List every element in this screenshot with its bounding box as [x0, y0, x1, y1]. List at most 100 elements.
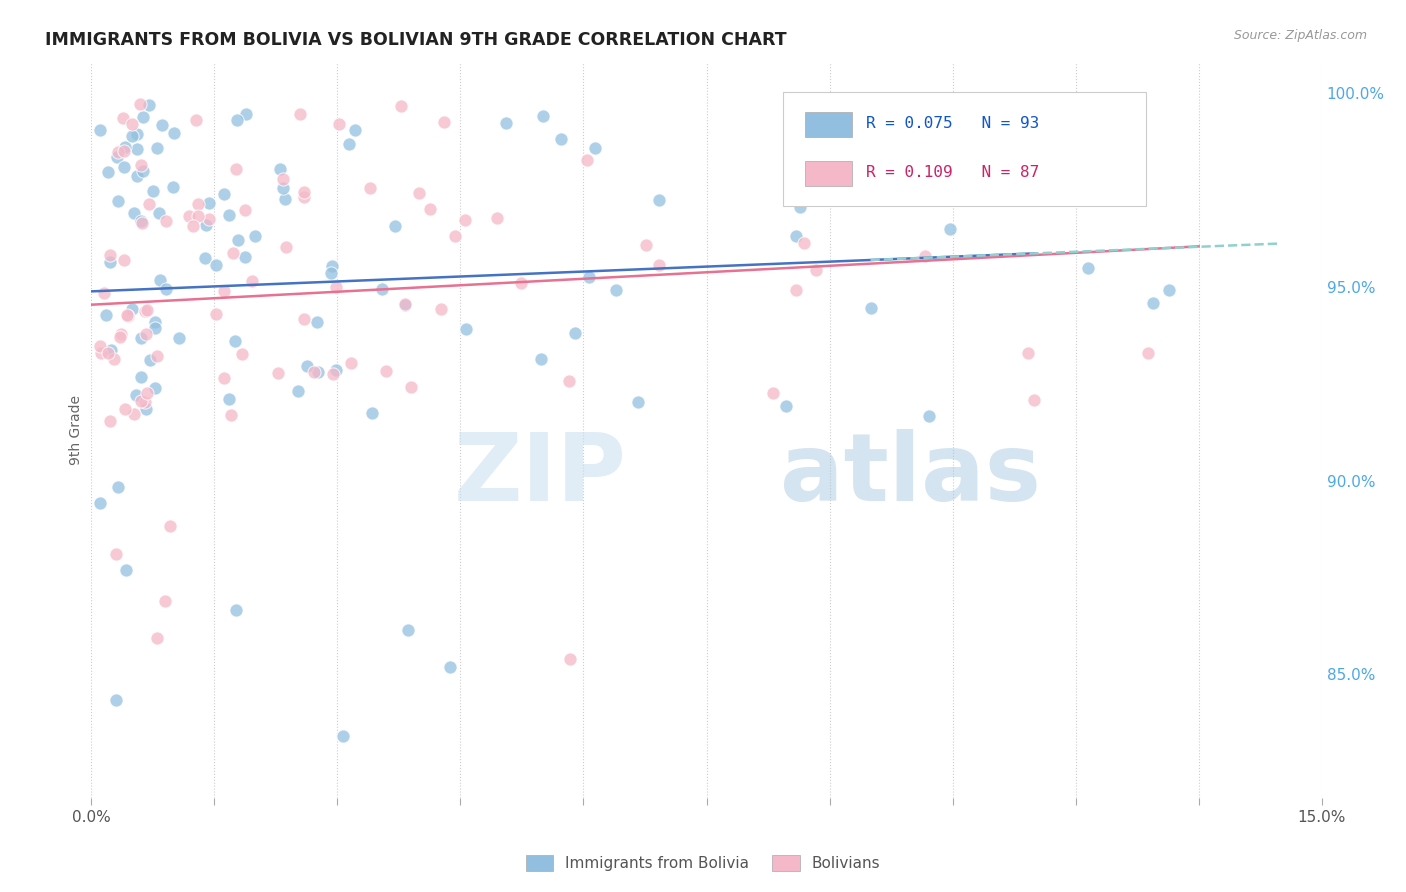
- Point: [375, 364, 398, 378]
- Point: [134, 395, 156, 409]
- Point: [112, 160, 135, 174]
- Point: [131, 216, 153, 230]
- Text: Source: ZipAtlas.com: Source: ZipAtlas.com: [1233, 29, 1367, 42]
- Point: [167, 331, 190, 345]
- Point: [231, 347, 253, 361]
- Point: [117, 310, 139, 324]
- Point: [155, 282, 177, 296]
- Point: [114, 140, 136, 154]
- Point: [100, 248, 122, 262]
- Point: [325, 279, 347, 293]
- Point: [105, 547, 127, 561]
- Point: [195, 218, 218, 232]
- Point: [495, 116, 517, 130]
- Point: [332, 729, 354, 743]
- Point: [129, 369, 152, 384]
- FancyBboxPatch shape: [783, 92, 1146, 206]
- Point: [240, 274, 263, 288]
- Point: [115, 563, 138, 577]
- Point: [304, 365, 326, 379]
- Legend: Immigrants from Bolivia, Bolivians: Immigrants from Bolivia, Bolivians: [519, 849, 887, 877]
- Point: [142, 184, 165, 198]
- Point: [1159, 283, 1181, 297]
- Point: [218, 208, 240, 222]
- Point: [112, 252, 135, 267]
- Point: [627, 395, 650, 409]
- Point: [135, 303, 157, 318]
- Point: [105, 693, 127, 707]
- Point: [384, 219, 406, 234]
- Text: ZIP: ZIP: [454, 428, 627, 521]
- Point: [146, 141, 169, 155]
- Point: [155, 214, 177, 228]
- Point: [112, 112, 135, 126]
- Point: [127, 142, 149, 156]
- Point: [150, 118, 173, 132]
- Point: [107, 145, 129, 160]
- Point: [148, 206, 170, 220]
- Point: [121, 116, 143, 130]
- Point: [550, 132, 572, 146]
- Point: [806, 263, 828, 277]
- Text: atlas: atlas: [780, 428, 1042, 521]
- Point: [918, 409, 941, 423]
- Point: [107, 194, 129, 208]
- Point: [149, 273, 172, 287]
- Point: [135, 401, 157, 416]
- Point: [307, 366, 329, 380]
- Point: [636, 237, 658, 252]
- Point: [97, 165, 120, 179]
- Point: [129, 96, 152, 111]
- Point: [939, 221, 962, 235]
- Point: [322, 367, 344, 381]
- Point: [533, 109, 555, 123]
- Point: [325, 362, 347, 376]
- Point: [419, 202, 441, 216]
- Point: [127, 127, 149, 141]
- Point: [233, 250, 256, 264]
- Point: [129, 158, 152, 172]
- Point: [226, 233, 249, 247]
- Point: [98, 255, 121, 269]
- Point: [143, 315, 166, 329]
- Point: [1024, 392, 1046, 407]
- Text: R = 0.075   N = 93: R = 0.075 N = 93: [866, 116, 1039, 131]
- Point: [762, 386, 785, 401]
- Point: [121, 128, 143, 143]
- Point: [576, 153, 599, 168]
- Point: [138, 97, 160, 112]
- Point: [181, 219, 204, 234]
- Point: [212, 371, 235, 385]
- Point: [187, 197, 209, 211]
- Point: [267, 366, 290, 380]
- Point: [125, 388, 148, 402]
- Point: [129, 214, 152, 228]
- Point: [129, 393, 152, 408]
- Point: [131, 110, 153, 124]
- Point: [89, 496, 111, 510]
- Point: [112, 144, 135, 158]
- Point: [1142, 295, 1164, 310]
- Point: [328, 117, 350, 131]
- Point: [108, 330, 131, 344]
- Point: [321, 260, 343, 274]
- Point: [198, 196, 221, 211]
- Point: [204, 258, 226, 272]
- Point: [389, 98, 412, 112]
- Point: [785, 229, 807, 244]
- Point: [558, 374, 581, 388]
- Point: [127, 169, 149, 183]
- Point: [394, 298, 416, 312]
- Point: [225, 603, 247, 617]
- Text: IMMIGRANTS FROM BOLIVIA VS BOLIVIAN 9TH GRADE CORRELATION CHART: IMMIGRANTS FROM BOLIVIA VS BOLIVIAN 9TH …: [45, 31, 786, 49]
- Point: [135, 326, 157, 341]
- Point: [184, 113, 207, 128]
- Point: [243, 228, 266, 243]
- Point: [430, 301, 453, 316]
- Point: [89, 123, 111, 137]
- Point: [605, 284, 627, 298]
- Point: [198, 212, 221, 227]
- Point: [194, 251, 217, 265]
- Point: [122, 206, 145, 220]
- Point: [93, 285, 115, 300]
